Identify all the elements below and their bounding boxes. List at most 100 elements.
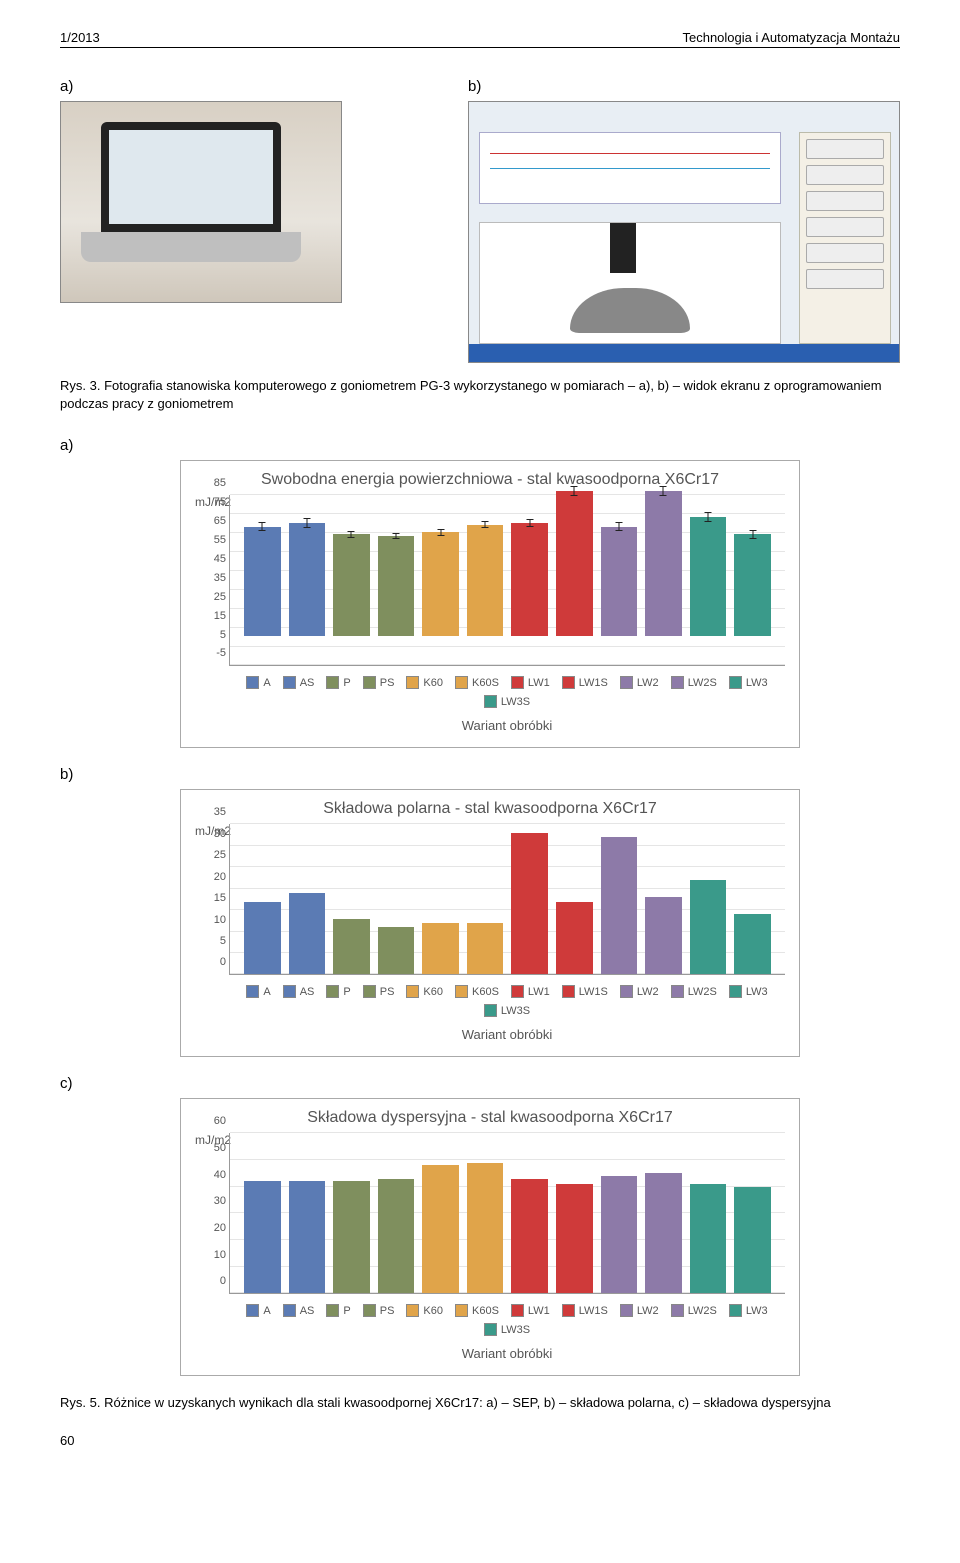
legend-item-PS: PS [363, 985, 395, 998]
bar-K60S [467, 1163, 504, 1294]
legend-item-K60S: K60S [455, 676, 499, 689]
legend-item-AS: AS [283, 1304, 315, 1317]
legend-item-LW1S: LW1S [562, 676, 608, 689]
bar-LW1 [511, 523, 548, 636]
figure-3: a) b) [60, 78, 900, 363]
legend-item-LW3S: LW3S [484, 1323, 530, 1336]
bar-LW3 [690, 1184, 727, 1293]
bar-K60 [422, 923, 459, 974]
bar-LW3 [690, 880, 727, 974]
bar-AS [289, 523, 326, 636]
legend-item-LW1: LW1 [511, 1304, 550, 1317]
bar-LW1S [556, 491, 593, 636]
legend-item-LW1S: LW1S [562, 985, 608, 998]
bar-PS [378, 536, 415, 636]
bar-P [333, 1181, 370, 1293]
chart-c-plot: 0102030405060 [229, 1133, 785, 1294]
bar-PS [378, 927, 415, 974]
bar-AS [289, 1181, 326, 1293]
chart-c-legend: A AS P PS K60 K60S LW1 LW1S LW2 LW2S LW3 LW3S [229, 1304, 785, 1336]
bar-K60 [422, 1165, 459, 1293]
bar-K60S [467, 923, 504, 974]
legend-item-A: A [246, 676, 270, 689]
chart-b: Składowa polarna - stal kwasoodporna X6C… [180, 789, 800, 1057]
legend-item-PS: PS [363, 1304, 395, 1317]
page-number: 60 [60, 1433, 900, 1448]
bar-LW1S [556, 902, 593, 975]
bar-LW2 [601, 1176, 638, 1293]
legend-item-LW1S: LW1S [562, 1304, 608, 1317]
bar-P [333, 919, 370, 975]
legend-item-LW3S: LW3S [484, 1004, 530, 1017]
legend-item-A: A [246, 985, 270, 998]
header-right: Technologia i Automatyzacja Montażu [682, 30, 900, 45]
bar-LW2 [601, 527, 638, 637]
bar-LW3S [734, 1187, 771, 1294]
bar-LW1 [511, 1179, 548, 1294]
bar-A [244, 527, 281, 637]
bar-LW2S [645, 897, 682, 974]
bar-LW3 [690, 517, 727, 636]
chart-a-legend: A AS P PS K60 K60S LW1 LW1S LW2 LW2S LW3 LW3S [229, 676, 785, 708]
legend-item-AS: AS [283, 985, 315, 998]
figure-5-caption: Rys. 5. Różnice w uzyskanych wynikach dl… [60, 1394, 900, 1412]
bar-LW3S [734, 914, 771, 974]
bar-A [244, 902, 281, 975]
legend-item-P: P [326, 985, 350, 998]
legend-item-LW2S: LW2S [671, 1304, 717, 1317]
bar-LW3S [734, 534, 771, 636]
chart-a-title: Swobodna energia powierzchniowa - stal k… [195, 471, 785, 489]
bar-PS [378, 1179, 415, 1294]
figure-3-caption: Rys. 3. Fotografia stanowiska komputerow… [60, 377, 900, 413]
photo-a-laptop [60, 101, 342, 303]
legend-item-LW1: LW1 [511, 985, 550, 998]
legend-item-K60S: K60S [455, 1304, 499, 1317]
chart-a-xlabel: Wariant obróbki [229, 718, 785, 733]
legend-item-LW3: LW3 [729, 985, 768, 998]
photo-label-b: b) [468, 78, 900, 95]
bar-LW1S [556, 1184, 593, 1293]
chart-c-xlabel: Wariant obróbki [229, 1346, 785, 1361]
chart-b-plot: 05101520253035 [229, 824, 785, 975]
bar-AS [289, 893, 326, 974]
legend-item-LW2: LW2 [620, 676, 659, 689]
chart-b-xlabel: Wariant obróbki [229, 1027, 785, 1042]
legend-item-A: A [246, 1304, 270, 1317]
legend-item-LW1: LW1 [511, 676, 550, 689]
legend-item-PS: PS [363, 676, 395, 689]
bar-K60 [422, 532, 459, 636]
chart-c-title: Składowa dyspersyjna - stal kwasoodporna… [195, 1109, 785, 1127]
chart-a-letter: a) [60, 437, 900, 454]
bar-LW1 [511, 833, 548, 974]
legend-item-AS: AS [283, 676, 315, 689]
photo-label-a: a) [60, 78, 428, 95]
legend-item-LW3: LW3 [729, 1304, 768, 1317]
legend-item-LW2S: LW2S [671, 676, 717, 689]
chart-a-plot: -551525354555657585 [229, 495, 785, 666]
chart-b-legend: A AS P PS K60 K60S LW1 LW1S LW2 LW2S LW3 LW3S [229, 985, 785, 1017]
legend-item-K60: K60 [406, 1304, 443, 1317]
bar-LW2S [645, 1173, 682, 1293]
legend-item-LW2: LW2 [620, 1304, 659, 1317]
legend-item-K60: K60 [406, 676, 443, 689]
bar-P [333, 534, 370, 636]
chart-c: Składowa dyspersyjna - stal kwasoodporna… [180, 1098, 800, 1376]
chart-a: Swobodna energia powierzchniowa - stal k… [180, 460, 800, 748]
legend-item-LW3S: LW3S [484, 695, 530, 708]
legend-item-LW2: LW2 [620, 985, 659, 998]
bar-LW2S [645, 491, 682, 636]
header-left: 1/2013 [60, 30, 100, 45]
legend-item-P: P [326, 1304, 350, 1317]
legend-item-LW2S: LW2S [671, 985, 717, 998]
legend-item-P: P [326, 676, 350, 689]
photo-b-screenshot [468, 101, 900, 363]
bar-K60S [467, 525, 504, 636]
chart-b-letter: b) [60, 766, 900, 783]
legend-item-K60: K60 [406, 985, 443, 998]
chart-b-title: Składowa polarna - stal kwasoodporna X6C… [195, 800, 785, 818]
bar-LW2 [601, 837, 638, 974]
legend-item-K60S: K60S [455, 985, 499, 998]
legend-item-LW3: LW3 [729, 676, 768, 689]
chart-c-letter: c) [60, 1075, 900, 1092]
bar-A [244, 1181, 281, 1293]
